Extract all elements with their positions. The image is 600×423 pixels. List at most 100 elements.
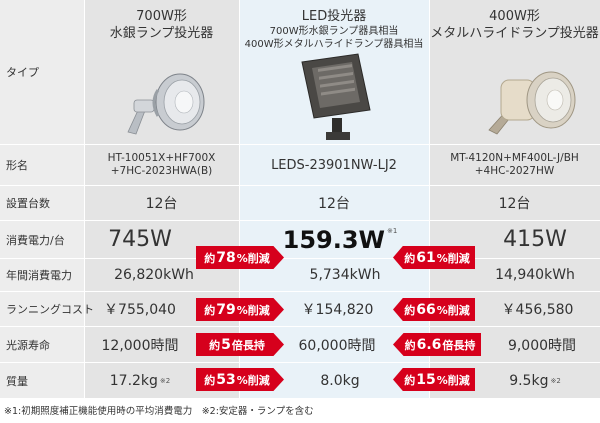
led-title: LED投光器 (301, 9, 367, 24)
badge-number: 66 (416, 301, 436, 318)
power-reduction-badge-mh: 約 61 %削減 (393, 246, 475, 269)
led-life: 60,000時間 (298, 337, 376, 354)
row-label-power: 消費電力/台 (6, 233, 65, 247)
badge-suffix: %削減 (236, 373, 270, 387)
mercury-header: 700W形 水銀ランプ投光器 (84, 8, 239, 42)
metal-halide-life: 9,000時間 (507, 337, 577, 354)
metal-halide-model: MT-4120N+MF400L-J/BH +4HC-2027HW (429, 145, 600, 185)
badge-suffix: 倍長持 (442, 338, 476, 352)
badge-prefix: 約 (204, 373, 216, 387)
row-divider (0, 326, 600, 327)
mercury-model: HT-10051X+HF700X +7HC-2023HWA(B) (84, 145, 239, 185)
mercury-model-1: HT-10051X+HF700X (107, 152, 216, 164)
led-running: ￥154,820 (301, 302, 374, 318)
badge-number: 15 (416, 371, 436, 388)
mercury-mass-note: ※2 (159, 376, 171, 385)
divider (84, 0, 85, 398)
row-label-count: 設置台数 (6, 197, 50, 210)
metal-halide-count: 12台 (498, 196, 531, 212)
mercury-count: 12台 (145, 196, 178, 212)
badge-prefix: 約 (404, 303, 416, 317)
row-label-mass: 質量 (6, 374, 28, 388)
badge-suffix: %削減 (436, 303, 470, 317)
mass-reduction-badge: 約 53 %削減 (196, 368, 284, 391)
led-count: 12台 (318, 196, 350, 212)
metal-halide-header: 400W形 メタルハライドランプ投光器 (429, 8, 600, 42)
metal-halide-floodlight-image (488, 71, 576, 135)
led-power-note: ※1 (387, 227, 398, 235)
metal-halide-model-2: +4HC-2027HW (474, 165, 555, 177)
mercury-model-2: +7HC-2023HWA(B) (110, 165, 213, 177)
metal-halide-running: ￥456,580 (501, 302, 574, 318)
mercury-column (84, 0, 239, 398)
badge-suffix: 倍長持 (231, 338, 265, 352)
badge-prefix: 約 (404, 373, 416, 387)
life-improvement-badge-mh: 約 6.6 倍長持 (393, 333, 481, 356)
mercury-floodlight-image (127, 73, 205, 135)
led-model-1: LEDS-23901NW-LJ2 (271, 157, 397, 173)
led-model: LEDS-23901NW-LJ2 (239, 145, 429, 185)
row-divider (0, 144, 600, 145)
led-subtitle-1: 700W形水銀ランプ器具相当 (269, 26, 399, 37)
badge-number: 79 (216, 301, 236, 318)
mercury-annual: 26,820kWh (114, 267, 194, 283)
badge-prefix: 約 (209, 338, 221, 352)
row-label-running: ランニングコスト (6, 303, 94, 316)
badge-prefix: 約 (204, 251, 216, 265)
mercury-life: 12,000時間 (101, 337, 179, 354)
metal-halide-mass-cell: 9.5kg ※2 (470, 363, 600, 398)
badge-number: 6.6 (416, 336, 442, 353)
badge-suffix: %削減 (436, 373, 470, 387)
row-divider (0, 220, 600, 221)
row-label-type: タイプ (6, 66, 39, 79)
row-divider (0, 258, 600, 259)
mercury-mass: 17.2kg (109, 372, 158, 389)
row-divider (0, 362, 600, 363)
led-header: LED投光器 700W形水銀ランプ器具相当 400W形メタルハライドランプ器具相… (239, 8, 429, 51)
row-label-model: 形名 (6, 159, 28, 172)
mass-reduction-badge-mh: 約 15 %削減 (393, 368, 475, 391)
metal-halide-model-1: MT-4120N+MF400L-J/BH (450, 152, 579, 164)
row-label-life: 光源寿命 (6, 338, 50, 352)
led-power-cell: 159.3W ※1 (280, 221, 400, 258)
footnote: ※1:初期照度補正機能使用時の平均消費電力 ※2:安定器・ランプを含む (4, 406, 314, 417)
mercury-power: 745W (108, 227, 172, 252)
metal-halide-mass: 9.5kg (509, 372, 549, 389)
running-reduction-badge: 約 79 %削減 (196, 298, 284, 321)
comparison-table: タイプ 形名 設置台数 消費電力/台 年間消費電力 ランニングコスト 光源寿命 … (0, 0, 600, 398)
badge-prefix: 約 (204, 303, 216, 317)
metal-halide-mass-note: ※2 (550, 376, 561, 385)
metal-halide-column (429, 0, 600, 398)
divider (239, 0, 240, 398)
life-improvement-badge: 約 5 倍長持 (196, 333, 284, 356)
badge-number: 78 (216, 249, 236, 266)
mercury-mass-cell: 17.2kg ※2 (84, 363, 196, 398)
row-divider (0, 185, 600, 186)
badge-number: 53 (216, 371, 236, 388)
badge-number: 5 (221, 336, 231, 353)
row-label-annual: 年間消費電力 (6, 269, 72, 282)
label-column (0, 0, 84, 398)
power-reduction-badge: 約 78 %削減 (196, 246, 284, 269)
led-power: 159.3W (282, 225, 386, 254)
running-reduction-badge-mh: 約 66 %削減 (393, 298, 475, 321)
badge-suffix: %削減 (236, 251, 270, 265)
badge-suffix: %削減 (436, 251, 470, 265)
led-subtitle-2: 400W形メタルハライドランプ器具相当 (244, 39, 424, 50)
row-divider (0, 291, 600, 292)
metal-halide-annual: 14,940kWh (495, 267, 575, 283)
divider (429, 0, 430, 398)
metal-halide-title-2: メタルハライドランプ投光器 (430, 26, 599, 41)
led-annual: 5,734kWh (309, 267, 381, 283)
mercury-title-2: 水銀ランプ投光器 (109, 26, 214, 41)
badge-suffix: %削減 (236, 303, 270, 317)
metal-halide-title-1: 400W形 (489, 9, 540, 24)
badge-prefix: 約 (404, 338, 416, 352)
badge-number: 61 (416, 249, 436, 266)
metal-halide-power: 415W (503, 227, 567, 252)
badge-prefix: 約 (404, 251, 416, 265)
led-mass: 8.0kg (320, 372, 360, 389)
mercury-running: ￥755,040 (104, 302, 176, 318)
led-floodlight-image (301, 53, 371, 140)
mercury-title-1: 700W形 (136, 9, 187, 24)
